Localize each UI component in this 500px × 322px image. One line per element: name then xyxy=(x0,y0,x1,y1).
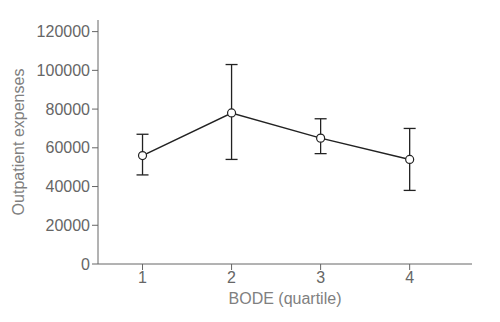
svg-text:100000: 100000 xyxy=(37,62,90,79)
svg-text:2: 2 xyxy=(227,269,236,286)
svg-text:0: 0 xyxy=(81,256,90,273)
svg-text:20000: 20000 xyxy=(46,217,91,234)
svg-text:60000: 60000 xyxy=(46,139,91,156)
svg-text:3: 3 xyxy=(316,269,325,286)
svg-text:40000: 40000 xyxy=(46,178,91,195)
svg-text:4: 4 xyxy=(405,269,414,286)
svg-text:BODE (quartile): BODE (quartile) xyxy=(229,290,342,307)
svg-text:120000: 120000 xyxy=(37,23,90,40)
svg-text:80000: 80000 xyxy=(46,101,91,118)
svg-text:1: 1 xyxy=(138,269,147,286)
svg-text:Outpatient expenses: Outpatient expenses xyxy=(10,69,27,216)
